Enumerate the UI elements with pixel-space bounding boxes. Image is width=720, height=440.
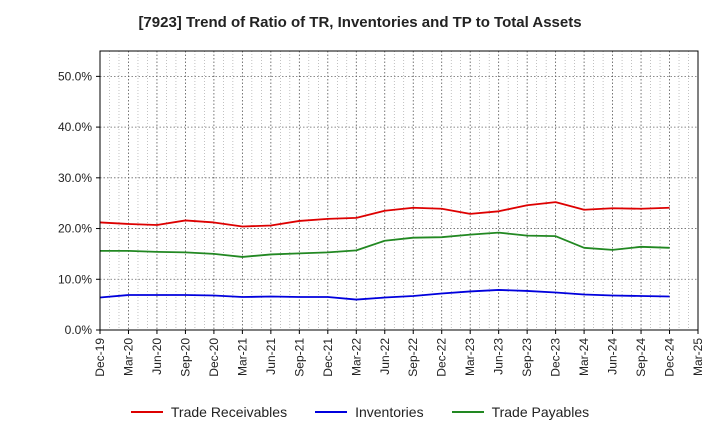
x-tick-label: Mar-25 (691, 338, 705, 376)
series-line-trade-receivables (99, 201, 670, 228)
x-tick-label: Sep-20 (178, 338, 192, 377)
x-tick-label: Mar-20 (121, 338, 135, 376)
legend-item-inventories: Inventories (315, 404, 424, 420)
x-tick-label: Sep-22 (406, 338, 420, 377)
series-line-trade-payables (100, 231, 670, 258)
x-tick-label: Mar-24 (577, 338, 591, 376)
x-tick-label: Mar-23 (463, 338, 477, 376)
x-tick-label: Jun-21 (264, 338, 278, 375)
grid-lines (100, 51, 698, 330)
line-chart: 0.0% 10.0% 20.0% 30.0% 40.0% 50.0% Dec-19 Mar-2… (58, 50, 705, 377)
legend-label: Trade Payables (491, 404, 590, 420)
x-tick-label: Dec-23 (549, 338, 563, 377)
x-tick-label: Dec-19 (93, 338, 107, 377)
x-tick-label: Jun-23 (492, 338, 506, 375)
legend-swatch (451, 411, 484, 413)
y-tick-label: 30.0% (58, 171, 92, 185)
series-lines (99, 201, 670, 301)
plot-area-border (99, 50, 699, 331)
x-tick-label: Jun-22 (378, 338, 392, 375)
x-tick-label: Sep-24 (634, 338, 648, 377)
x-tick-label: Dec-21 (321, 338, 335, 377)
series-line-inventories (99, 289, 670, 301)
axes: 0.0% 10.0% 20.0% 30.0% 40.0% 50.0% Dec-19 Mar-2… (58, 69, 705, 376)
y-tick-label: 0.0% (65, 323, 93, 337)
chart-legend: Trade Receivables Inventories Trade Payabl… (0, 404, 720, 420)
x-tick-label: Sep-23 (520, 338, 534, 377)
x-tick-label: Sep-21 (292, 338, 306, 377)
y-tick-label: 10.0% (58, 272, 92, 286)
legend-label: Trade Receivables (170, 404, 288, 420)
x-tick-label: Jun-20 (150, 338, 164, 375)
x-tick-label: Jun-24 (606, 338, 620, 375)
y-tick-label: 20.0% (58, 222, 92, 236)
legend-swatch (130, 411, 163, 413)
legend-item-trade-receivables: Trade Receivables (130, 404, 288, 420)
x-tick-label: Mar-21 (235, 338, 249, 376)
y-tick-label: 40.0% (58, 120, 92, 134)
legend-swatch (315, 411, 348, 413)
legend-label: Inventories (355, 404, 424, 420)
x-tick-label: Dec-24 (663, 338, 677, 377)
x-tick-label: Mar-22 (349, 338, 363, 376)
chart-title: [7923] Trend of Ratio of TR, Inventories… (138, 14, 582, 31)
x-tick-label: Dec-22 (435, 338, 449, 377)
plot-area-background (100, 51, 698, 330)
x-tick-label: Dec-20 (207, 338, 221, 377)
legend-item-trade-payables: Trade Payables (451, 404, 590, 420)
y-tick-label: 50.0% (58, 69, 92, 83)
